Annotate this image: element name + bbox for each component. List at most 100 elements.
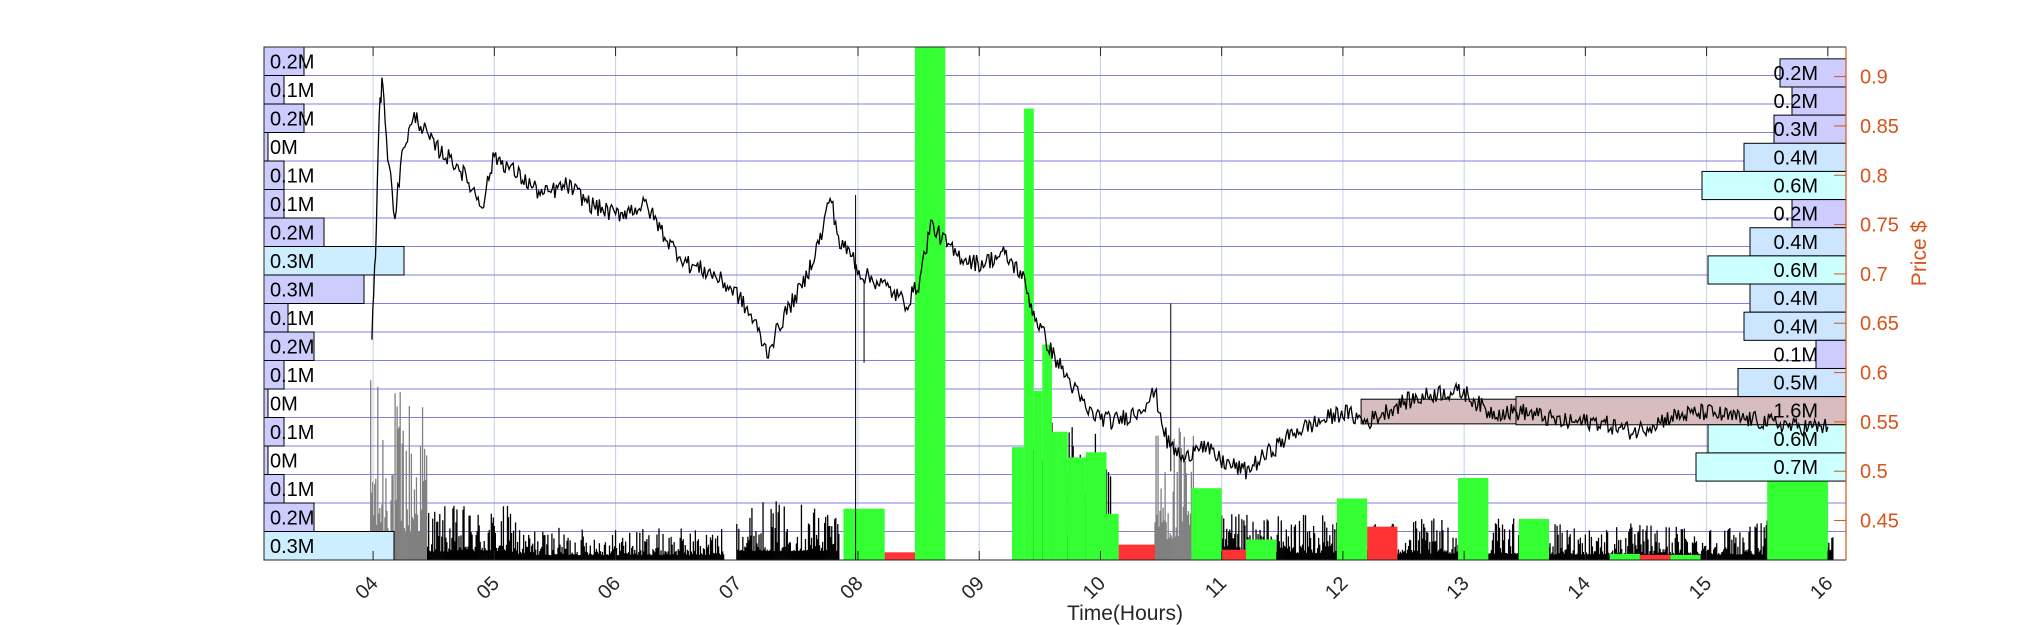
x-tick-label: 15 [1685,572,1716,603]
left-profile-label: 0.2M [270,51,314,73]
right-profile-bar [1701,170,1847,201]
y-tick-label: 0.6 [1860,363,1888,385]
volume-bar [1118,544,1156,560]
left-profile-label: 0M [270,450,298,472]
y-tick-label: 0.5 [1860,461,1888,483]
volume-bar [1670,554,1701,560]
right-profile-bar [1791,86,1847,116]
x-tick-label: 11 [1201,572,1231,602]
left-profile-label: 0.1M [270,165,314,187]
x-tick-label: 05 [473,572,504,603]
right-profile-label: 0.5M [1774,373,1818,395]
right-profile-label: 0.4M [1774,288,1818,310]
x-tick-label: 12 [1321,572,1352,603]
volume-bar [1336,498,1368,560]
volume-bar [1067,457,1086,560]
y-tick-label: 0.7 [1860,264,1888,286]
right-profile-bar [1695,452,1847,482]
left-profile-label: 0.3M [270,279,314,301]
left-profile-label: 0M [270,137,298,159]
right-profile-label: 0.2M [1774,63,1818,85]
price-series [371,77,1829,560]
volume-bar [1639,554,1671,560]
volume-bar [914,47,946,560]
right-profile-label: 0.6M [1774,260,1818,282]
right-profile-label: 0.3M [1774,119,1818,141]
right-profile-label: 0.1M [1774,344,1818,366]
right-profile-label: 0.2M [1774,91,1818,113]
left-profile-label: 0.1M [270,80,314,102]
volume-bar [1051,431,1068,560]
left-profile-label: 0.1M [270,365,314,387]
y-axis-label: Price $ [1908,221,1931,287]
x-tick-label: 06 [594,572,625,603]
left-profile-label: 0.3M [270,251,314,273]
left-profile-bar [263,502,315,532]
axis-labels: Time(Hours) Price $ [1067,221,1931,625]
volume-bar [1106,513,1119,560]
left-profile-bar [263,331,315,361]
left-profile-label: 0.1M [270,479,314,501]
volume-bar [1221,549,1246,560]
left-profile-bar [263,445,269,475]
right-volume-profile: 0.2M 0.2M 0.3M 0.4M 0.6M 0.2M 0.4M 0.6M 0.4M 0.4M… [1515,58,1847,482]
volume-bar [843,508,885,560]
right-profile-label: 0.2M [1774,204,1818,226]
y-tick-label: 0.9 [1860,67,1888,89]
volume-bar [1033,390,1043,560]
left-profile-label: 0.1M [270,194,314,216]
y-tick-label: 0.45 [1860,511,1899,533]
x-tick-label: 14 [1564,572,1595,603]
y-tick-label: 0.8 [1860,165,1888,187]
right-profile-bar [1749,283,1847,313]
x-tick-label: 04 [351,572,382,603]
volume-bar [1367,526,1398,560]
volume-bar [1609,553,1640,560]
left-profile-label: 0.2M [270,108,314,130]
volume-bar [1011,447,1025,560]
volume-bar [1245,539,1277,560]
x-tick-label: 08 [836,572,867,603]
right-profile-bar [1749,227,1847,257]
left-profile-label: 0.2M [270,507,314,529]
left-volume-profile: 0.2M 0.1M 0.2M 0M 0.1M 0.1M 0.2M 0.3M 0.3M 0.1M 0.… [263,46,405,561]
left-profile-label: 0.2M [270,222,314,244]
price-line [371,77,1829,480]
y-tick-label: 0.65 [1860,313,1899,335]
right-profile-label: 0.4M [1774,232,1818,254]
right-profile-label: 0.6M [1774,429,1818,451]
left-profile-label: 0.2M [270,336,314,358]
volume-bar [884,552,915,560]
x-tick-label: 07 [715,572,746,603]
x-tick-label: 16 [1806,572,1837,603]
left-profile-label: 0.3M [270,536,314,558]
y-tick-label: 0.55 [1860,412,1899,434]
left-profile-bar [263,388,269,418]
left-profile-bar [263,103,305,133]
right-profile-label: 0.7M [1774,457,1818,479]
volume-bar [1191,488,1222,560]
y-tick-label: 0.85 [1860,116,1899,138]
volume-bar [1458,477,1489,560]
right-profile-label: 0.4M [1774,147,1818,169]
volume-bar [1042,344,1052,560]
left-profile-label: 0M [270,393,298,415]
left-profile-bar [263,132,269,162]
left-profile-bar [263,274,365,304]
left-profile-label: 0.1M [270,422,314,444]
x-tick-label: 09 [957,572,988,603]
right-profile-bar [1815,339,1847,369]
volume-bar [1085,452,1107,560]
right-profile-label: 1.6M [1774,401,1818,423]
volume-bar [1024,108,1034,560]
y-tick-label: 0.75 [1860,215,1899,237]
volume-bar [1518,518,1549,560]
x-tick-label: 13 [1442,572,1473,603]
left-profile-bar [263,246,405,276]
left-profile-label: 0.1M [270,308,314,330]
x-axis-label: Time(Hours) [1067,602,1183,625]
x-tick-label: 10 [1079,572,1110,603]
right-profile-label: 0.6M [1774,176,1818,198]
right-profile-label: 0.4M [1774,316,1818,338]
